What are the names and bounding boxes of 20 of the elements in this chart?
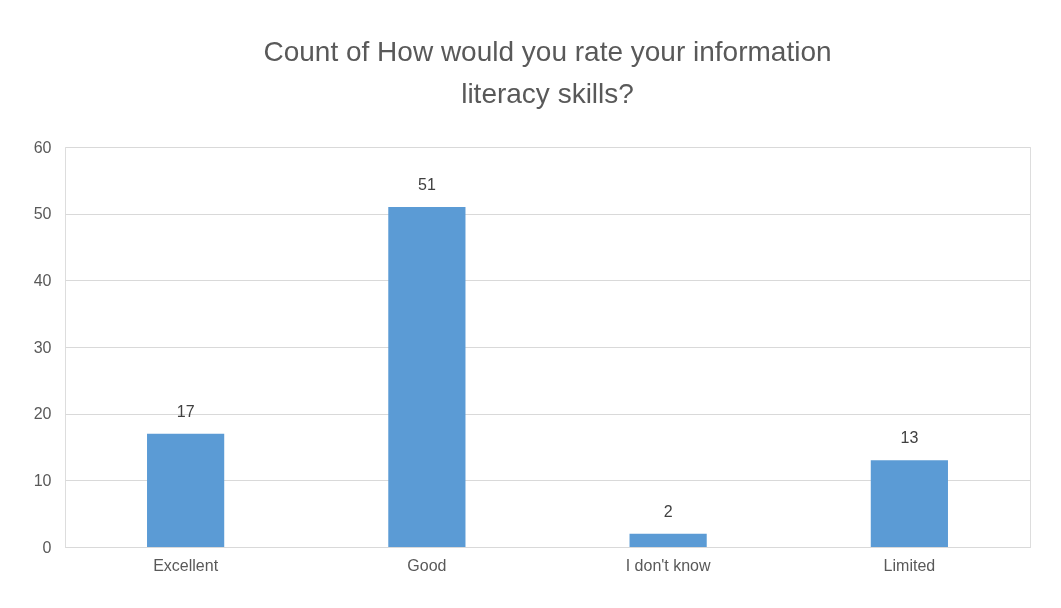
bar: [629, 533, 707, 547]
bar: [388, 207, 466, 547]
data-label: 17: [176, 402, 195, 420]
y-tick-label: 0: [42, 538, 52, 556]
y-tick-label: 40: [33, 271, 52, 289]
bar: [870, 460, 948, 547]
y-tick-label: 30: [33, 338, 52, 356]
y-tick-label: 20: [33, 405, 52, 423]
x-tick-label: I don't know: [625, 556, 712, 574]
y-tick-label: 50: [33, 205, 52, 223]
y-tick-label: 10: [33, 471, 52, 489]
chart-title: Count of How would you rate your information literacy skills?: [263, 36, 832, 109]
bar: [147, 433, 225, 547]
x-tick-label: Excellent: [153, 556, 219, 574]
data-label: 13: [900, 429, 919, 447]
x-tick-label: Limited: [883, 556, 936, 574]
data-label: 2: [663, 502, 673, 520]
x-tick-label: Good: [407, 556, 447, 574]
data-label: 51: [417, 176, 436, 193]
y-tick-label: 60: [33, 138, 52, 156]
